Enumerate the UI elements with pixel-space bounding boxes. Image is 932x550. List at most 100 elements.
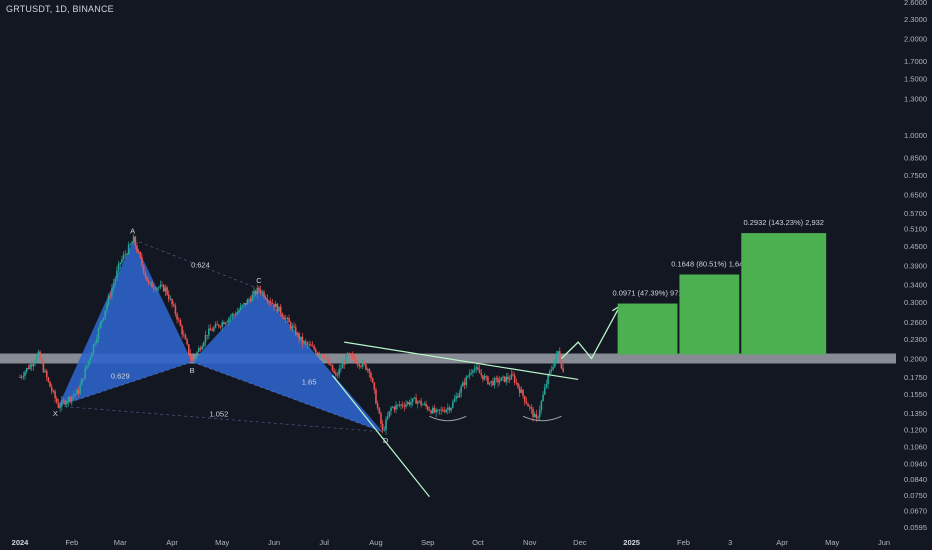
x-tick-label: Jun — [878, 538, 890, 547]
candle-body — [107, 295, 110, 305]
candle-body — [408, 402, 411, 405]
candle-body — [121, 258, 123, 263]
rounding-arc-1 — [429, 415, 467, 422]
candle-body — [361, 362, 364, 367]
candle-body — [507, 376, 509, 380]
candle-body — [189, 353, 192, 359]
candle-body — [430, 410, 432, 414]
candle-body — [176, 313, 178, 320]
candle-body — [396, 404, 399, 406]
candle-body — [142, 265, 145, 273]
candle-body — [64, 400, 66, 405]
candle-body — [40, 359, 43, 363]
y-tick-label: 0.0670 — [904, 506, 927, 515]
candle-body — [520, 389, 523, 393]
candle-body — [487, 376, 489, 385]
candle-body — [508, 379, 511, 381]
candle-body — [467, 376, 469, 378]
y-tick-label: 0.2600 — [904, 318, 927, 327]
y-tick-label: 0.2000 — [904, 354, 927, 363]
candle-body — [326, 358, 329, 360]
candle-body — [500, 377, 503, 381]
pattern-ratio-line — [58, 405, 383, 433]
candle-body — [335, 372, 337, 376]
x-tick-label: Jun — [268, 538, 280, 547]
candle-body — [410, 402, 412, 405]
candle-body — [425, 403, 427, 407]
x-tick-label: 3 — [728, 538, 732, 547]
candle-body — [261, 291, 264, 293]
candle-body — [87, 360, 90, 366]
y-tick-label: 2.0000 — [904, 34, 927, 43]
candle-body — [510, 374, 513, 380]
candle-body — [169, 298, 172, 300]
candle-body — [72, 395, 75, 397]
candle-body — [99, 323, 102, 329]
candle-body — [224, 322, 227, 325]
pattern-ratio-line — [133, 239, 260, 290]
candle-body — [523, 395, 526, 402]
candle-body — [91, 352, 93, 358]
candle-body — [159, 284, 162, 288]
candle-body — [498, 380, 501, 383]
candle-body — [383, 429, 386, 431]
x-tick-label: Jul — [319, 538, 329, 547]
candle-body — [505, 376, 508, 382]
pattern-ratio-label: 0.624 — [191, 260, 210, 269]
candle-body — [473, 368, 476, 371]
candle-body — [482, 375, 484, 380]
candle-body — [233, 314, 235, 315]
candle-body — [249, 299, 252, 302]
candle-body — [216, 324, 218, 325]
candle-body — [281, 313, 284, 317]
candle-body — [149, 282, 152, 284]
candle-body — [263, 291, 265, 298]
candle-body — [60, 400, 63, 407]
candle-body — [156, 287, 158, 290]
candle-body — [268, 301, 270, 302]
candle-body — [24, 371, 26, 377]
pattern-triangle-bcd — [192, 288, 383, 432]
candle-body — [187, 344, 190, 354]
candle-body — [450, 407, 452, 411]
y-tick-label: 0.2300 — [904, 335, 927, 344]
rounding-arc-2 — [522, 415, 562, 422]
pattern-ratio-line — [192, 361, 383, 433]
candle-body — [325, 357, 327, 359]
candle-body — [116, 270, 118, 279]
candle-body — [52, 391, 55, 392]
x-tick-label: Feb — [65, 538, 78, 547]
candle-body — [223, 322, 225, 325]
target-box-3 — [741, 233, 827, 355]
candle-body — [314, 349, 317, 353]
x-tick-label: May — [825, 538, 839, 547]
candle-body — [320, 354, 322, 355]
candle-body — [378, 407, 381, 414]
x-tick-label: Mar — [114, 538, 127, 547]
candle-body — [161, 284, 163, 286]
candle-body — [198, 348, 200, 352]
candle-body — [283, 316, 285, 320]
candle-body — [67, 397, 70, 402]
candle-body — [136, 245, 138, 252]
target-label-1: 0.0971 (47.39%) 971 — [612, 289, 682, 298]
candle-body — [455, 396, 457, 400]
candle-body — [488, 382, 491, 385]
candle-body — [323, 356, 325, 358]
y-tick-label: 0.5700 — [904, 209, 927, 218]
candle-body — [435, 409, 437, 413]
candle-body — [468, 373, 471, 377]
candle-body — [390, 407, 392, 412]
candle-body — [465, 376, 468, 385]
price-axis — [896, 0, 932, 550]
candle-body — [522, 389, 524, 396]
y-tick-label: 1.7000 — [904, 57, 927, 66]
x-tick-label: 2024 — [12, 538, 30, 547]
candle-body — [42, 362, 45, 372]
candle-body — [360, 366, 362, 368]
y-tick-label: 0.0750 — [904, 491, 927, 500]
candle-body — [562, 368, 564, 372]
candle-body — [447, 407, 449, 410]
candle-body — [201, 346, 203, 350]
